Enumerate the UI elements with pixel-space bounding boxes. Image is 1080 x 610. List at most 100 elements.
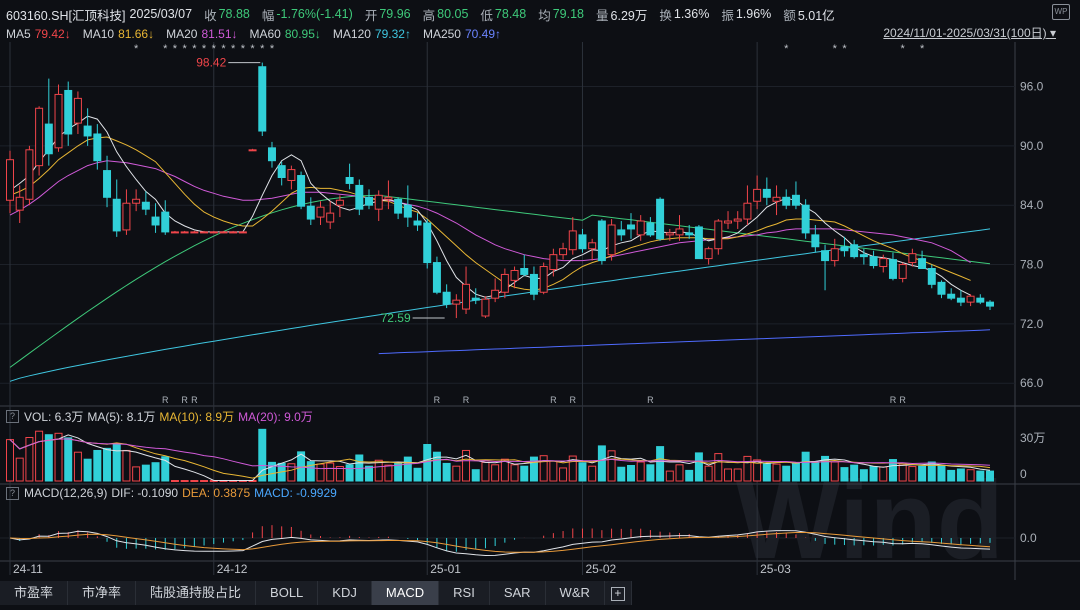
volume-bar [568, 455, 577, 482]
tab-pe[interactable]: 市盈率 [0, 581, 69, 605]
r-marker: R [434, 395, 441, 405]
volume-bar [986, 470, 994, 482]
candle-body [6, 159, 14, 201]
volume-bar [54, 432, 63, 482]
candle-body [578, 234, 587, 250]
candle-body [529, 273, 538, 295]
vol-ma10-line [9, 438, 991, 479]
ma10-line [9, 136, 971, 291]
volume-bar [937, 465, 946, 482]
volume-bar [44, 434, 53, 482]
add-tab-button[interactable]: + [604, 581, 632, 605]
candle-body [316, 206, 325, 218]
candle-body [54, 93, 63, 149]
candle-body [64, 89, 73, 135]
price-annotation: 98.42 [196, 56, 226, 70]
candle-body [694, 226, 703, 260]
vol-ma20-line [9, 438, 991, 470]
date-range-selector[interactable]: 2024/11/01-2025/03/31(100日) ▾ [883, 26, 1056, 40]
volume-bar [626, 465, 635, 482]
volume-bar [830, 461, 839, 482]
x-tick-label: 24-11 [13, 562, 43, 576]
candle-body [25, 149, 34, 200]
candle-body [103, 170, 112, 198]
candle-body [335, 199, 344, 206]
tab-pb[interactable]: 市净率 [68, 581, 137, 605]
tab-northbound-holding[interactable]: 陆股通持股占比 [136, 581, 257, 605]
candle-body [15, 196, 24, 211]
volume-bar [73, 451, 82, 482]
volume-bar [462, 449, 471, 482]
menu-icon[interactable]: WP [1052, 4, 1070, 20]
volume-bar [151, 462, 160, 482]
r-marker: R [647, 395, 654, 405]
volume-bar [733, 468, 742, 482]
candle-body [791, 194, 800, 206]
volume-bar [646, 464, 655, 482]
amount-value: 5.01亿 [797, 8, 835, 23]
r-marker: R [191, 395, 198, 405]
volume-bar [782, 465, 791, 482]
candle-body [151, 216, 160, 226]
volume-bar [869, 466, 878, 482]
volume-bar [345, 464, 354, 482]
volume-bar [6, 439, 14, 482]
volume-bar [888, 459, 897, 482]
candle-body [539, 266, 548, 293]
candle-body [432, 262, 441, 293]
tab-boll[interactable]: BOLL [256, 581, 319, 605]
candle-body [73, 97, 82, 124]
help-icon[interactable]: ? [6, 486, 19, 500]
tab-wr[interactable]: W&R [545, 581, 605, 605]
candle-body [607, 224, 616, 256]
volume-bar [607, 450, 616, 482]
ma60-value: 80.95↓ [284, 27, 321, 41]
volume-bar [452, 465, 461, 482]
star-marker: * [842, 43, 847, 55]
volume-bar [83, 458, 92, 482]
tab-kdj[interactable]: KDJ [318, 581, 372, 605]
volume-bar [141, 464, 150, 482]
tab-sar[interactable]: SAR [489, 581, 546, 605]
candle-body [355, 184, 364, 210]
help-icon[interactable]: ? [6, 410, 19, 423]
candle-body [753, 188, 762, 202]
vol-ma10: MA(10): 8.9万 [159, 410, 235, 424]
volume-bar [578, 462, 587, 482]
open-price: 79.96 [379, 7, 411, 21]
volume-bar [122, 449, 131, 482]
tab-macd[interactable]: MACD [371, 581, 440, 605]
r-marker: R [550, 395, 557, 405]
star-marker: * [901, 43, 906, 55]
avg-price: 79.18 [552, 7, 584, 21]
y-tick-label: 84.0 [1020, 198, 1044, 212]
candle-body [724, 220, 733, 224]
y-tick-label: 66.0 [1020, 376, 1044, 390]
ma250-line [378, 329, 991, 355]
volume-bar [850, 464, 859, 482]
candle-body [704, 248, 713, 260]
volume-bar [636, 461, 645, 482]
volume-bar [772, 463, 781, 482]
volume-bar [879, 466, 888, 482]
macd-legend: ? MACD(12,26,9) DIF: -0.1090 DEA: 0.3875… [6, 486, 341, 500]
volume-bar [597, 445, 606, 482]
candle-body [559, 248, 568, 256]
volume-bar [743, 455, 752, 482]
volume-bar [15, 457, 24, 482]
volume-bar [588, 465, 597, 482]
star-marker: * [241, 43, 246, 55]
star-marker: * [260, 43, 265, 55]
candle-body [685, 232, 694, 236]
candle-body [976, 297, 985, 303]
candle-body [811, 234, 820, 248]
candle-body [190, 231, 199, 234]
candle-body [588, 242, 597, 250]
macd-axis-label: 0.0 [1020, 531, 1037, 545]
candle-body [297, 175, 306, 207]
star-marker: * [202, 43, 207, 55]
volume-bar [190, 480, 199, 482]
volume-bar [64, 437, 73, 482]
tab-rsi[interactable]: RSI [439, 581, 490, 605]
